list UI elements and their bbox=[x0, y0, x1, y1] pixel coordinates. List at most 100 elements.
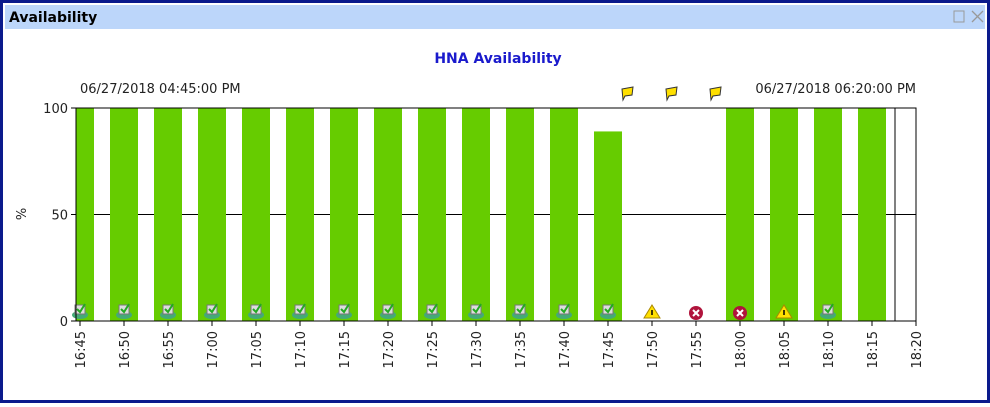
x-tick-label: 17:55 bbox=[690, 331, 705, 368]
status-icon-ok bbox=[424, 303, 440, 319]
plot: 0 50 100 16:45 16:50 16:55 17:00 17:05 17:10 17:1… bbox=[43, 86, 925, 368]
icon-box bbox=[382, 304, 394, 315]
x-tick-label: 17:25 bbox=[426, 331, 441, 368]
y-tick-label: 100 bbox=[43, 102, 68, 117]
icon-box bbox=[426, 304, 438, 315]
maximize-button[interactable] bbox=[953, 10, 965, 23]
status-icon-ok bbox=[512, 303, 528, 319]
status-icon-ok bbox=[600, 303, 616, 319]
bar bbox=[286, 108, 314, 321]
y-axis-label: % bbox=[15, 208, 30, 220]
plot-frame bbox=[75, 107, 917, 322]
y-tick-label: 50 bbox=[51, 209, 68, 224]
status-icon-warning bbox=[643, 304, 661, 319]
x-tick-label: 18:10 bbox=[822, 331, 837, 368]
status-icon-ok bbox=[336, 303, 352, 319]
icon-check bbox=[164, 303, 174, 314]
icon-box bbox=[294, 304, 306, 315]
icon-x bbox=[736, 309, 744, 317]
icon-box bbox=[514, 304, 526, 315]
x-tick-label: 16:45 bbox=[74, 331, 89, 368]
end-annotation: 06/27/2018 06:20:00 PM bbox=[755, 82, 916, 97]
icon-box bbox=[74, 304, 86, 315]
x-tick-label: 17:35 bbox=[514, 331, 529, 368]
status-icon-ok bbox=[292, 303, 308, 319]
flag-shape bbox=[665, 86, 678, 102]
icon-box bbox=[162, 304, 174, 315]
bar bbox=[330, 108, 358, 321]
bars bbox=[76, 108, 886, 321]
title-bar bbox=[5, 5, 985, 29]
x-tick-label: 17:40 bbox=[558, 331, 573, 368]
icon-check bbox=[340, 303, 350, 314]
icon-check bbox=[252, 303, 262, 314]
icon-check bbox=[296, 303, 306, 314]
event-flag bbox=[665, 86, 678, 102]
status-icon-ok bbox=[248, 303, 264, 319]
bar bbox=[198, 108, 226, 321]
x-tick-label: 16:55 bbox=[162, 331, 177, 368]
icon-box bbox=[558, 304, 570, 315]
bar bbox=[374, 108, 402, 321]
bar bbox=[506, 108, 534, 321]
x-tick-label: 17:20 bbox=[382, 331, 397, 368]
bar bbox=[154, 108, 182, 321]
x-tick-label: 17:15 bbox=[338, 331, 353, 368]
flag-shape bbox=[709, 86, 722, 102]
bar bbox=[110, 108, 138, 321]
icon-box bbox=[338, 304, 350, 315]
status-icon-error bbox=[733, 306, 747, 320]
x-tick-label: 16:50 bbox=[118, 331, 133, 368]
event-flag bbox=[621, 86, 634, 102]
icon-box bbox=[206, 304, 218, 315]
icon-check bbox=[824, 303, 834, 314]
icon-x bbox=[692, 309, 700, 317]
status-icon-ok bbox=[556, 303, 572, 319]
x-tick-label: 18:20 bbox=[910, 331, 925, 368]
bar bbox=[462, 108, 490, 321]
status-icon-ok bbox=[116, 303, 132, 319]
x-tick-label: 17:30 bbox=[470, 331, 485, 368]
status-icon-ok bbox=[820, 303, 836, 319]
bar bbox=[242, 108, 270, 321]
x-tick-label: 17:45 bbox=[602, 331, 617, 368]
status-icon-ok bbox=[468, 303, 484, 319]
x-tick-label: 18:15 bbox=[866, 331, 881, 368]
start-annotation: 06/27/2018 04:45:00 PM bbox=[80, 82, 241, 97]
status-icon-ok bbox=[204, 303, 220, 319]
chart-title: HNA Availability bbox=[434, 51, 561, 67]
icon-check bbox=[428, 303, 438, 314]
status-icon-error bbox=[689, 306, 703, 320]
icon-check bbox=[76, 303, 86, 314]
icon-check bbox=[120, 303, 130, 314]
status-icon-ok bbox=[380, 303, 396, 319]
status-icon-warning bbox=[775, 304, 793, 319]
x-tick-label: 18:00 bbox=[734, 331, 749, 368]
icon-box bbox=[822, 304, 834, 315]
x-tick-label: 17:50 bbox=[646, 331, 661, 368]
close-button[interactable] bbox=[971, 10, 984, 23]
icon-box bbox=[118, 304, 130, 315]
window-title: Availability bbox=[9, 10, 97, 26]
icon-box bbox=[470, 304, 482, 315]
icon-check bbox=[472, 303, 482, 314]
icon-box bbox=[602, 304, 614, 315]
x-tick-label: 17:10 bbox=[294, 331, 309, 368]
icon-check bbox=[208, 303, 218, 314]
bar bbox=[76, 108, 94, 321]
bar bbox=[726, 108, 754, 321]
icon-check bbox=[560, 303, 570, 314]
icon-check bbox=[516, 303, 526, 314]
status-icon-ok bbox=[160, 303, 176, 319]
icon-check bbox=[384, 303, 394, 314]
icon-box bbox=[250, 304, 262, 315]
icon-check bbox=[604, 303, 614, 314]
x-tick-label: 17:00 bbox=[206, 331, 221, 368]
bar bbox=[594, 131, 622, 321]
bar bbox=[814, 108, 842, 321]
event-flag bbox=[709, 86, 722, 102]
x-tick-label: 18:05 bbox=[778, 331, 793, 368]
bar bbox=[550, 108, 578, 321]
flag-shape bbox=[621, 86, 634, 102]
